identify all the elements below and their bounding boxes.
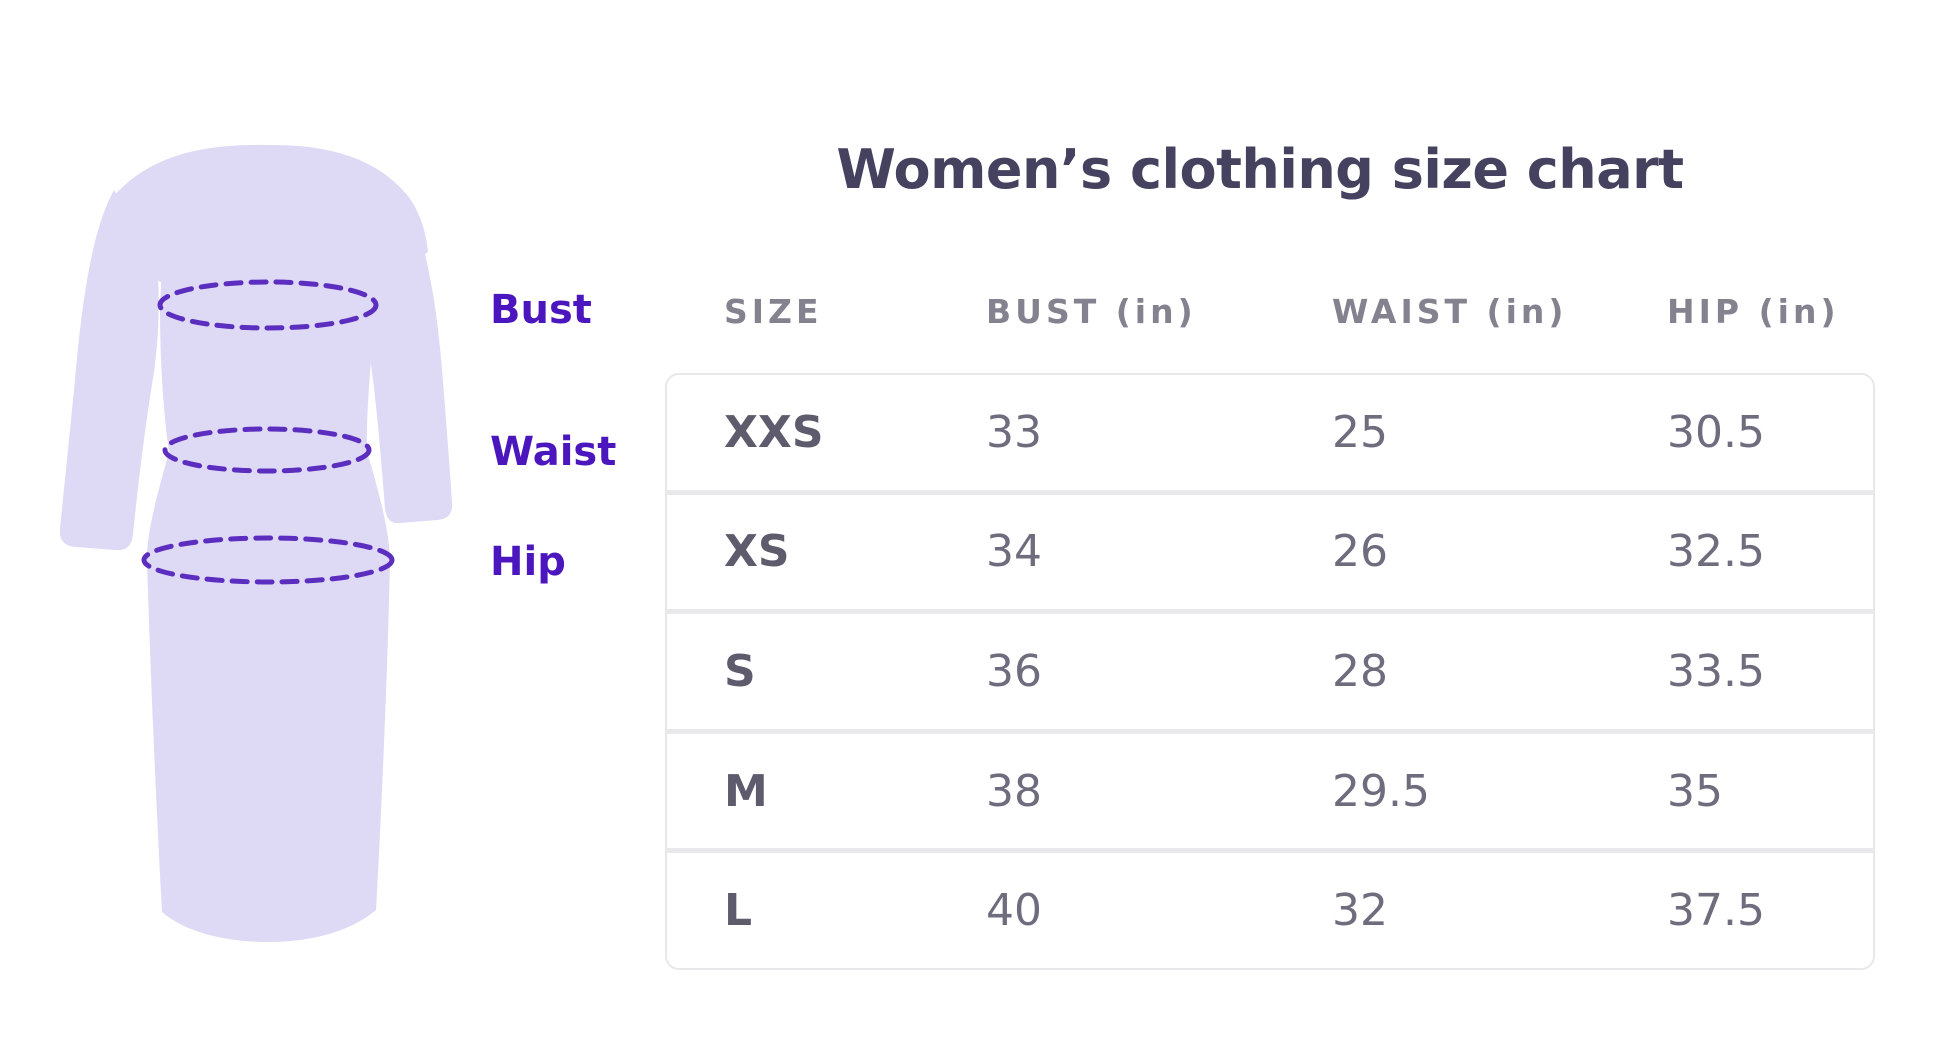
- hip-cell: 35: [1667, 765, 1723, 817]
- waist-cell: 26: [1332, 526, 1388, 578]
- hip-cell: 33.5: [1667, 645, 1765, 697]
- size-table: XXS 33 25 30.5 XS 34 26 32.5 S 36 28 33.…: [665, 373, 1875, 970]
- table-row-s: S 36 28 33.5: [667, 609, 1873, 729]
- size-cell: XXS: [724, 406, 824, 458]
- waist-measure-ellipse: [162, 426, 372, 474]
- table-row-m: M 38 29.5 35: [667, 728, 1873, 849]
- hip-cell: 37.5: [1667, 885, 1765, 937]
- size-cell: M: [724, 765, 768, 817]
- bust-cell: 33: [986, 406, 1042, 458]
- waist-cell: 25: [1332, 406, 1388, 458]
- bust-measure-ellipse: [157, 279, 379, 331]
- dress-left-sleeve-shape: [59, 190, 159, 551]
- hip-label: Hip: [490, 539, 566, 585]
- dress-shoulders-shape: [108, 144, 428, 298]
- hip-measure-ellipse: [141, 535, 395, 585]
- hip-cell: 30.5: [1667, 406, 1765, 458]
- bust-cell: 38: [986, 765, 1042, 817]
- table-row-l: L 40 32 37.5: [667, 848, 1873, 968]
- col-header-hip: HIP (in): [1667, 291, 1840, 331]
- col-header-bust: BUST (in): [986, 291, 1197, 331]
- bust-cell: 34: [986, 526, 1042, 578]
- col-header-waist: WAIST (in): [1332, 291, 1568, 331]
- bust-cell: 40: [986, 885, 1042, 937]
- table-row-xxs: XXS 33 25 30.5: [667, 375, 1873, 490]
- bust-cell: 36: [986, 645, 1042, 697]
- size-cell: L: [724, 885, 753, 937]
- waist-cell: 28: [1332, 645, 1388, 697]
- dress-right-sleeve-shape: [367, 192, 453, 524]
- table-header-row: SIZE BUST (in) WAIST (in) HIP (in): [665, 288, 1875, 334]
- table-row-xs: XS 34 26 32.5: [667, 489, 1873, 610]
- dress-illustration: [59, 144, 453, 942]
- waist-label: Waist: [490, 429, 617, 475]
- size-cell: XS: [724, 526, 790, 578]
- waist-cell: 32: [1332, 885, 1388, 937]
- hip-cell: 32.5: [1667, 526, 1765, 578]
- size-cell: S: [724, 645, 756, 697]
- dress-body-shape: [146, 270, 390, 942]
- col-header-size: SIZE: [724, 291, 823, 331]
- bust-label: Bust: [490, 287, 592, 333]
- waist-cell: 29.5: [1332, 765, 1430, 817]
- page-title: Women’s clothing size chart: [836, 138, 1684, 201]
